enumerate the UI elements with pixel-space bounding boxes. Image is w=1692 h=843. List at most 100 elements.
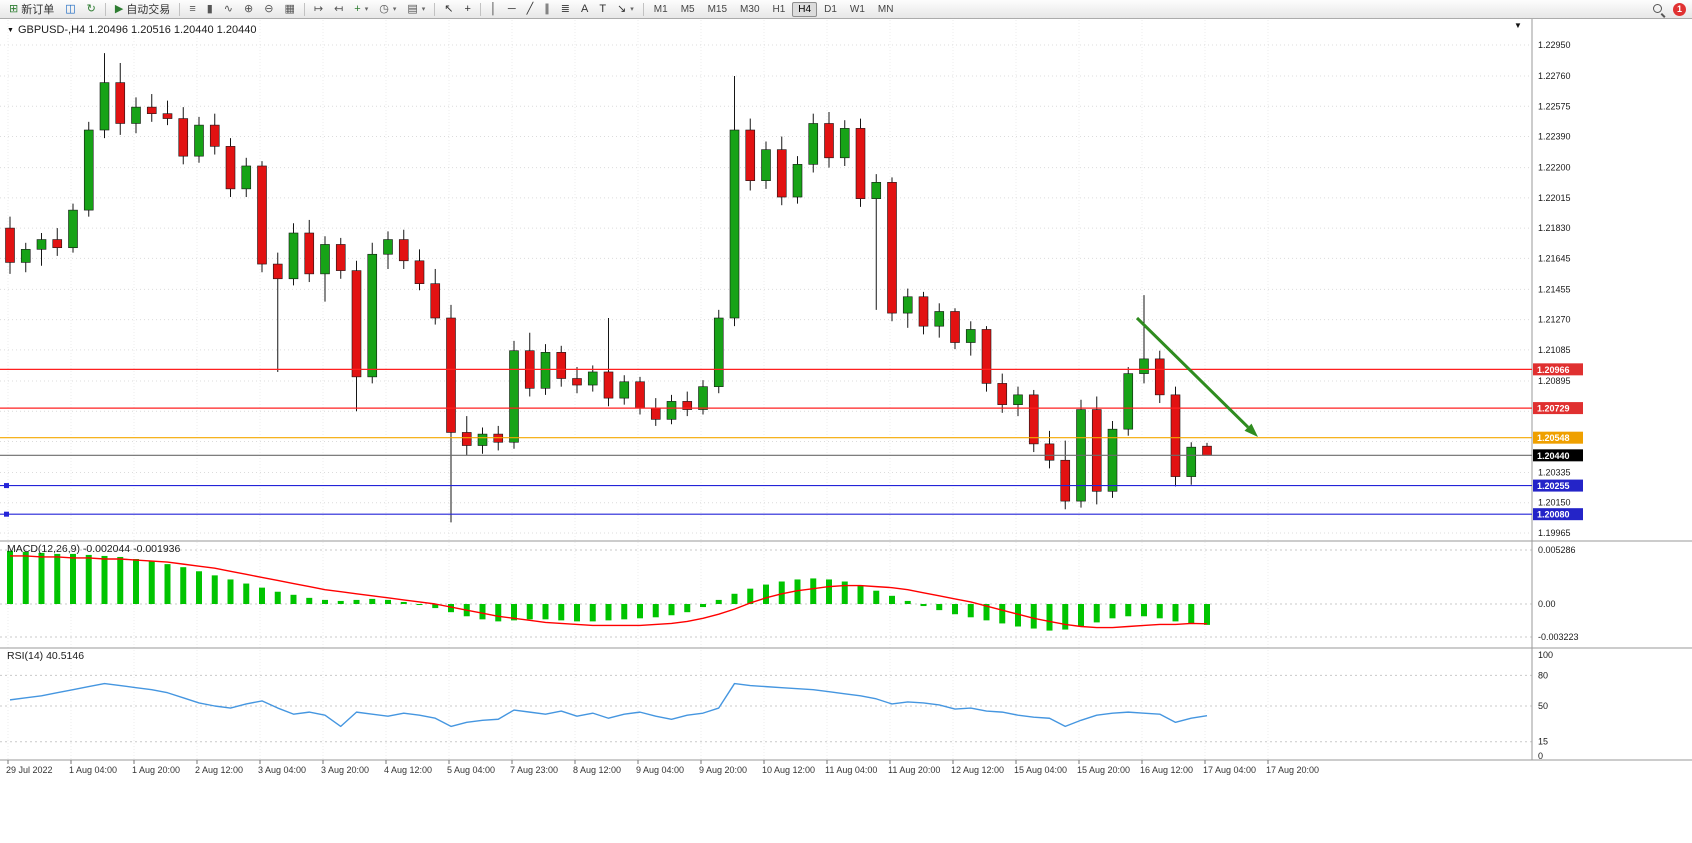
search-icon[interactable]	[1651, 2, 1665, 16]
rsi-label: RSI(14) 40.5146	[7, 650, 85, 662]
svg-text:8 Aug 12:00: 8 Aug 12:00	[573, 765, 621, 775]
toolbar-separator	[642, 2, 644, 16]
timeframe-d1[interactable]: D1	[824, 3, 837, 15]
svg-text:17 Aug 20:00: 17 Aug 20:00	[1266, 765, 1319, 775]
svg-text:-0.003223: -0.003223	[1538, 632, 1579, 642]
trendline-icon: ╱	[526, 2, 534, 15]
zoom-in-button[interactable]: ⊕	[239, 0, 258, 18]
timeframe-w1[interactable]: W1	[849, 3, 865, 15]
svg-text:7 Aug 23:00: 7 Aug 23:00	[510, 765, 558, 775]
timeframe-m30[interactable]: M30	[740, 3, 760, 15]
horizontal-line-button[interactable]: ─	[503, 0, 521, 18]
hline-1.20729[interactable]: 1.20729	[0, 402, 1583, 415]
price-gridlines	[0, 44, 1532, 534]
candlestick-chart-button[interactable]: ▮	[202, 0, 218, 18]
rsi-axis-labels: 100 80 50 15 0	[1538, 650, 1553, 761]
arrows-button[interactable]: ↘ ▾	[612, 0, 639, 18]
rsi-line	[9, 682, 1208, 728]
zoom-out-icon: ⊖	[264, 2, 274, 15]
tile-windows-icon: ▦	[284, 2, 295, 15]
timeframe-m15[interactable]: M15	[707, 3, 728, 15]
timeframe-m5[interactable]: M5	[680, 3, 695, 15]
svg-text:1.20080: 1.20080	[1537, 510, 1570, 520]
hline-1.20255[interactable]: 1.20255	[0, 479, 1583, 492]
auto-scroll-button[interactable]: ↦	[309, 0, 328, 18]
toolbar-separator	[479, 2, 481, 16]
line-handle[interactable]	[4, 511, 9, 517]
text-label-icon: T	[599, 2, 607, 15]
trend-arrow[interactable]	[1135, 316, 1258, 437]
bar-chart-button[interactable]: ≡	[184, 0, 200, 18]
svg-text:1.22015: 1.22015	[1538, 193, 1571, 203]
trendline-button[interactable]: ╱	[522, 0, 539, 18]
svg-text:15 Aug 20:00: 15 Aug 20:00	[1077, 765, 1130, 775]
indicators-button[interactable]: + ▾	[349, 0, 373, 18]
svg-text:29 Jul 2022: 29 Jul 2022	[6, 765, 53, 775]
hline-1.20440[interactable]: 1.20440	[0, 449, 1583, 462]
timeframe-mn[interactable]: MN	[877, 3, 894, 15]
fibonacci-icon: ≣	[560, 2, 570, 15]
svg-text:1.19965: 1.19965	[1538, 528, 1571, 538]
svg-text:5 Aug 04:00: 5 Aug 04:00	[447, 765, 495, 775]
refresh-button[interactable]: ↻	[82, 0, 101, 18]
indicators-plus-icon: +	[354, 2, 361, 15]
svg-text:1.21455: 1.21455	[1538, 284, 1571, 294]
crosshair-button[interactable]: +	[460, 0, 476, 18]
svg-text:15: 15	[1538, 737, 1548, 747]
macd-histogram	[7, 550, 1210, 631]
crosshair-icon: +	[464, 2, 471, 15]
timeframe-m1[interactable]: M1	[653, 3, 668, 15]
macd-label: MACD(12,26,9) -0.002044 -0.001936	[7, 543, 181, 555]
hline-1.20080[interactable]: 1.20080	[0, 508, 1583, 521]
tile-windows-button[interactable]: ▦	[279, 0, 299, 18]
svg-text:16 Aug 12:00: 16 Aug 12:00	[1140, 765, 1193, 775]
chart-window-button[interactable]: ◫	[60, 0, 80, 18]
collapse-triangle-icon[interactable]: ▼	[7, 26, 14, 34]
svg-text:9 Aug 20:00: 9 Aug 20:00	[699, 765, 747, 775]
channel-button[interactable]: ∥	[539, 0, 555, 18]
scroll-to-end-icon[interactable]: ▼	[1514, 21, 1522, 30]
svg-text:1.22575: 1.22575	[1538, 101, 1571, 111]
svg-text:3 Aug 04:00: 3 Aug 04:00	[258, 765, 306, 775]
chart-shift-button[interactable]: ↤	[329, 0, 348, 18]
svg-text:1 Aug 20:00: 1 Aug 20:00	[132, 765, 180, 775]
svg-text:50: 50	[1538, 701, 1548, 711]
text-label-button[interactable]: T	[594, 0, 611, 18]
new-order-button-label: 新订单	[21, 4, 55, 16]
toolbar-right: 1	[1651, 2, 1688, 16]
notification-badge[interactable]: 1	[1673, 2, 1686, 16]
cursor-button[interactable]: ↖	[439, 0, 458, 18]
timeframe-h4[interactable]: H4	[792, 1, 818, 17]
new-order-button[interactable]: ⊞ 新订单	[4, 0, 59, 18]
toolbar-items: ⊞ 新订单 ◫ ↻ ▶ 自动交易 ≡ ▮ ∿ ⊕ ⊖ ▦ ↦ ↤ + ▾ ◷ ▾ ▤ ▾ ↖ + │ ─ ╱ ∥ ≣ A T ↘ ▾ M1 M5…	[4, 0, 899, 18]
zoom-in-icon: ⊕	[244, 2, 254, 15]
timeframe-h1[interactable]: H1	[772, 3, 786, 15]
svg-text:1.21270: 1.21270	[1538, 315, 1571, 325]
template-icon: ▤	[407, 2, 418, 15]
svg-text:1 Aug 04:00: 1 Aug 04:00	[69, 765, 117, 775]
svg-text:10 Aug 12:00: 10 Aug 12:00	[762, 765, 815, 775]
chart-window-icon: ◫	[65, 2, 76, 15]
vertical-line-button[interactable]: │	[485, 0, 502, 18]
svg-text:0.005286: 0.005286	[1538, 545, 1576, 555]
svg-text:17 Aug 04:00: 17 Aug 04:00	[1203, 765, 1256, 775]
hline-1.20548[interactable]: 1.20548	[0, 431, 1583, 444]
svg-text:0.00: 0.00	[1538, 599, 1556, 609]
zoom-out-button[interactable]: ⊖	[259, 0, 278, 18]
hline-1.20966[interactable]: 1.20966	[0, 363, 1583, 376]
svg-text:1.22390: 1.22390	[1538, 132, 1571, 142]
toolbar-separator	[434, 2, 436, 16]
svg-text:100: 100	[1538, 650, 1553, 660]
text-button[interactable]: A	[576, 0, 593, 18]
bar-chart-icon: ≡	[189, 2, 196, 15]
line-chart-button[interactable]: ∿	[219, 0, 238, 18]
svg-text:11 Aug 04:00: 11 Aug 04:00	[825, 765, 877, 775]
templates-button[interactable]: ▤ ▾	[402, 0, 430, 18]
line-handle[interactable]	[4, 483, 9, 489]
svg-text:1.20729: 1.20729	[1537, 404, 1570, 414]
periods-button[interactable]: ◷ ▾	[374, 0, 401, 18]
fibonacci-button[interactable]: ≣	[556, 0, 575, 18]
svg-text:1.20440: 1.20440	[1537, 451, 1570, 461]
autotrade-button[interactable]: ▶ 自动交易	[110, 0, 175, 18]
